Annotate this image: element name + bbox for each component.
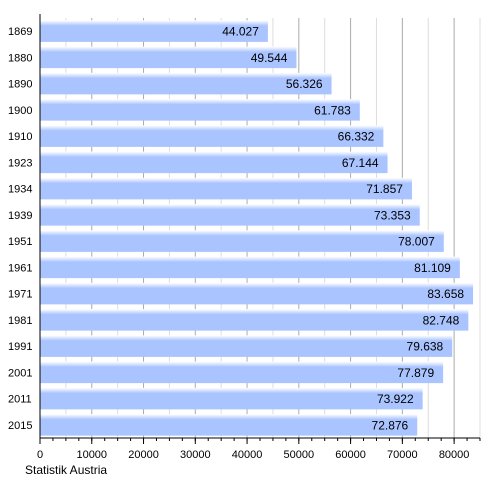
bar: [40, 414, 418, 436]
category-label: 1971: [8, 289, 32, 301]
category-label: 2015: [8, 420, 32, 432]
x-tick-label: 30000: [180, 449, 211, 461]
chart-bars: 44.027 49.544 56.326 61.783 66.332 67.144 71.8…: [40, 20, 474, 436]
bar-value-label: 49.544: [251, 51, 288, 65]
bar: [40, 282, 474, 305]
category-label: 1951: [8, 236, 32, 248]
x-tick-label: 40000: [232, 449, 263, 461]
category-label: 1934: [8, 184, 32, 196]
bar-value-label: 44.027: [222, 25, 259, 39]
category-label: 2001: [8, 367, 32, 379]
x-tick-label: 10000: [76, 449, 107, 461]
bar-value-label: 79.638: [407, 340, 444, 354]
category-label: 1890: [8, 79, 32, 91]
category-label: 1869: [8, 26, 32, 38]
category-label: 1900: [8, 105, 32, 117]
bar-value-label: 77.879: [397, 366, 434, 380]
x-tick-label: 80000: [439, 449, 470, 461]
bar-value-label: 56.326: [286, 77, 323, 91]
bar: [40, 387, 423, 410]
category-label: 1981: [8, 315, 32, 327]
x-tick-label: 20000: [128, 449, 159, 461]
source-label: Statistik Austria: [25, 463, 107, 477]
category-label: 1961: [8, 262, 32, 274]
x-tick-label: 60000: [335, 449, 366, 461]
bar: [40, 72, 332, 95]
bar-value-label: 71.857: [366, 182, 403, 196]
bar-value-label: 66.332: [338, 130, 375, 144]
bar: [40, 361, 444, 384]
category-label: 1923: [8, 157, 32, 169]
bar-value-label: 67.144: [342, 156, 379, 170]
bar: [40, 230, 444, 252]
bar: [40, 20, 268, 42]
bar-value-label: 78.007: [398, 235, 435, 249]
bar: [40, 125, 384, 147]
bar-value-label: 83.658: [427, 287, 464, 301]
category-label: 1880: [8, 52, 32, 64]
bar-value-label: 73.922: [377, 392, 414, 406]
bar-value-label: 82.748: [423, 313, 460, 327]
bar-value-label: 72.876: [372, 418, 409, 432]
category-label: 2011: [8, 394, 32, 406]
bar: [40, 309, 469, 331]
bar: [40, 256, 460, 279]
x-tick-label: 70000: [387, 449, 418, 461]
bar: [40, 99, 360, 121]
chart-axes: 1869 1880 1890 1900 1910 1923 1934 1939 1951 1961…: [8, 14, 481, 461]
x-tick-label: 0: [37, 449, 43, 461]
x-tick-label: 50000: [284, 449, 315, 461]
bar: [40, 204, 420, 226]
category-label: 1991: [8, 341, 32, 353]
bar-value-label: 61.783: [314, 103, 351, 117]
bar-value-label: 81.109: [414, 261, 451, 275]
category-label: 1910: [8, 131, 32, 143]
bar: [40, 151, 388, 174]
bar: [40, 177, 412, 200]
bar: [40, 335, 453, 357]
category-label: 1939: [8, 210, 32, 222]
bar-value-label: 73.353: [374, 208, 411, 222]
bar: [40, 46, 297, 69]
